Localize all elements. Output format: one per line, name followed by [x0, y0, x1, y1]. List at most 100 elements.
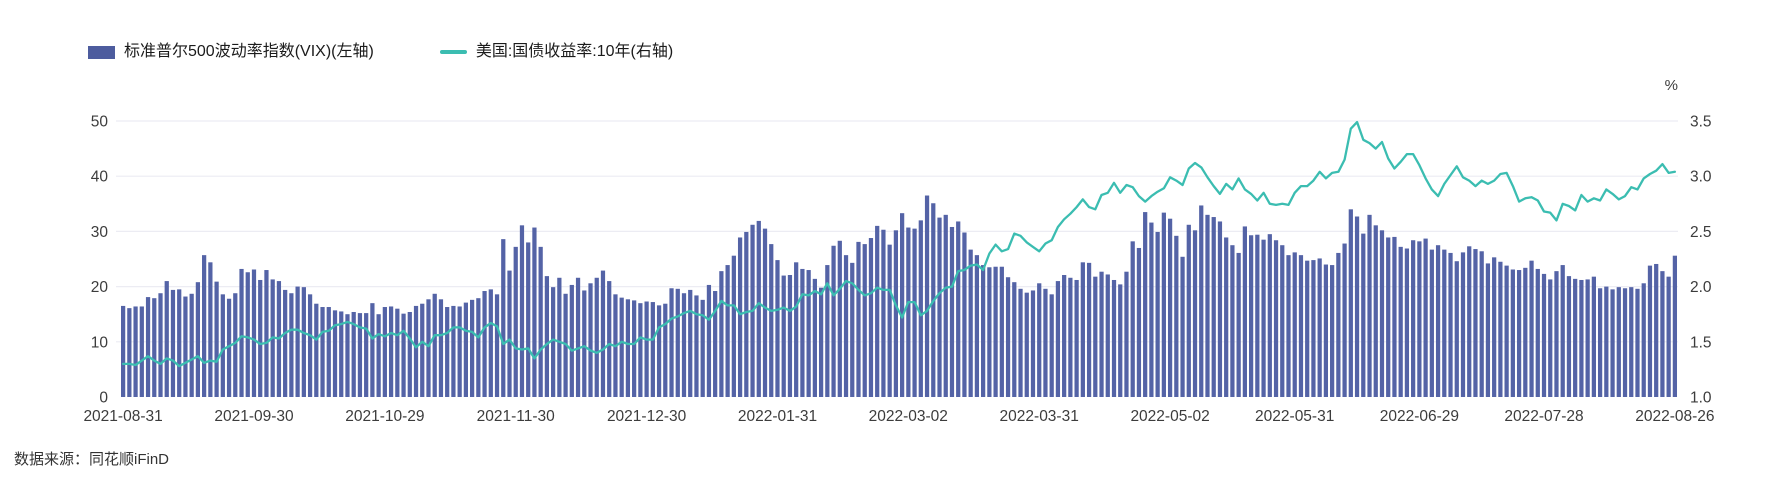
- vix-bar: [569, 284, 574, 397]
- vix-bar: [1417, 241, 1422, 397]
- vix-bar: [737, 237, 743, 397]
- vix-bar: [912, 228, 917, 397]
- vix-bar: [1155, 231, 1160, 397]
- vix-bar: [1411, 240, 1416, 397]
- vix-bar: [526, 242, 531, 397]
- vix-bar: [1167, 218, 1173, 397]
- vix-bar: [725, 265, 730, 397]
- vix-bar: [1280, 245, 1285, 397]
- vix-bar: [1111, 279, 1117, 397]
- vix-bar: [1298, 255, 1304, 397]
- vix-bar: [887, 244, 892, 397]
- vix-bar: [351, 311, 356, 397]
- vix-bar: [420, 303, 425, 397]
- vix-bar: [208, 262, 213, 397]
- x-axis-tick: 2022-01-31: [738, 408, 817, 425]
- vix-bar: [812, 278, 817, 397]
- vix-bar: [226, 298, 232, 397]
- vix-bar: [594, 277, 599, 397]
- vix-bar: [364, 313, 369, 397]
- vix-bar: [1516, 270, 1522, 397]
- data-source: 数据来源：同花顺iFinD: [14, 451, 170, 468]
- vix-bar: [1560, 265, 1565, 397]
- vix-bar: [1641, 283, 1646, 397]
- vix-bar: [818, 287, 824, 397]
- vix-bar: [831, 245, 836, 397]
- vix-bar: [376, 314, 381, 397]
- vix-bar: [1597, 288, 1603, 397]
- vix-bar: [918, 220, 923, 397]
- vix-bar: [875, 225, 880, 397]
- vix-bar: [295, 286, 300, 397]
- vix-bar: [1323, 264, 1329, 397]
- vix-bar: [794, 262, 799, 397]
- vix-bar: [1018, 288, 1023, 397]
- vix-bar: [719, 271, 724, 397]
- vix-bar: [1354, 216, 1360, 397]
- vix-bar: [382, 307, 387, 397]
- vix-bar: [127, 308, 132, 397]
- vix-bar: [1454, 261, 1459, 397]
- vix-bar: [145, 297, 151, 397]
- x-axis-tick: 2021-11-30: [477, 408, 556, 425]
- vix-bar: [837, 240, 842, 397]
- vix-bar: [1136, 247, 1142, 397]
- vix-bar: [987, 267, 992, 397]
- vix-bar: [1386, 237, 1391, 397]
- vix-bar: [706, 284, 712, 397]
- vix-bar: [339, 311, 344, 397]
- vix-bar: [1186, 224, 1191, 397]
- vix-bar: [1261, 239, 1266, 397]
- vix-bar: [220, 294, 225, 397]
- vix-bar: [519, 225, 525, 397]
- vix-bar: [1012, 282, 1017, 397]
- vix-bar: [775, 260, 780, 397]
- x-axis-tick: 2022-03-31: [1000, 408, 1079, 425]
- vix-bar: [401, 313, 406, 397]
- vix-bar: [1510, 269, 1515, 397]
- vix-bar: [202, 255, 207, 397]
- legend-item-yield[interactable]: 美国:国债收益率:10年(右轴): [439, 44, 673, 60]
- vix-bar: [370, 303, 375, 397]
- vix-bar: [251, 269, 257, 397]
- vix-bar: [619, 297, 624, 397]
- vix-bar: [1118, 284, 1123, 397]
- x-axis-tick: 2022-08-26: [1635, 408, 1714, 425]
- vix-bar: [532, 227, 537, 397]
- vix-bar: [600, 270, 606, 397]
- vix-bar: [189, 293, 194, 397]
- vix-bar: [1591, 276, 1596, 397]
- vix-bar: [1579, 279, 1584, 397]
- vix-bar: [482, 291, 487, 397]
- right-axis-tick: 3.5: [1690, 114, 1712, 131]
- vix-bar: [1080, 262, 1085, 397]
- vix-bar: [438, 299, 444, 397]
- vix-treasury-combo-chart: 0 10 20 30 40 50 1.0 1.5 2.0 2.5 3.0 3.5 2021-08-31 2…: [83, 114, 1714, 426]
- vix-bar: [1093, 276, 1098, 397]
- vix-bar: [669, 288, 674, 397]
- vix-bar: [644, 301, 649, 397]
- vix-bar: [650, 302, 655, 397]
- vix-bar: [1404, 248, 1410, 397]
- vix-bar: [625, 299, 631, 397]
- legend-item-vix[interactable]: 标准普尔500波动率指数(VIX)(左轴): [88, 44, 374, 60]
- vix-bar: [289, 293, 294, 397]
- left-axis-tick: 40: [91, 169, 109, 186]
- vix-bar: [781, 275, 786, 397]
- vix-bar: [1161, 212, 1166, 397]
- yield-line-swatch: [439, 50, 467, 54]
- vix-bar: [258, 279, 263, 397]
- vix-bar: [557, 277, 562, 397]
- vix-bar: [1535, 268, 1540, 397]
- vix-bar: [1672, 255, 1678, 397]
- vix-bar: [638, 303, 643, 397]
- vix-bar: [1105, 274, 1110, 397]
- vix-bar: [1286, 255, 1291, 397]
- vix-bar: [1311, 260, 1316, 397]
- vix-bar: [588, 283, 593, 397]
- vix-bar: [1330, 265, 1335, 397]
- vix-bar: [856, 241, 861, 397]
- vix-bar: [1049, 294, 1054, 397]
- vix-bar: [1379, 230, 1385, 397]
- vix-bar: [1435, 245, 1441, 397]
